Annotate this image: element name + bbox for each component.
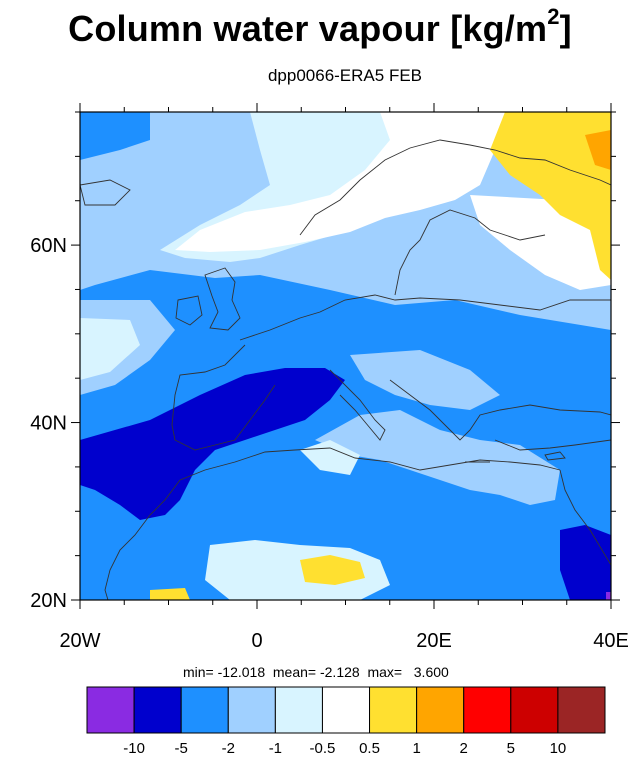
lat-tick-label: 40N [30, 413, 67, 435]
field-region-lightblue-med [315, 410, 560, 505]
lon-tick-label: 20W [59, 630, 100, 652]
plot-subtitle: dpp0066-ERA5 FEB [267, 66, 423, 85]
stats-max-value: 3.600 [413, 664, 449, 680]
coast-balkans [389, 379, 611, 441]
lon-tick-label: 40E [593, 630, 629, 652]
colorbar-label: 1 [412, 740, 421, 757]
coast-europe [239, 294, 611, 341]
field-region-lightblue-balkans [350, 350, 500, 410]
field-region-darkblue-se [560, 525, 611, 600]
field-region-yellow-sahara [300, 555, 365, 585]
colorbar-swatch [321, 686, 371, 734]
coast-iceland [80, 179, 131, 206]
stats-mean-label: mean= [272, 664, 317, 680]
field-region-yellow-sahara-2 [150, 588, 190, 600]
coast-redsea [559, 469, 611, 566]
colorbar-label: 0.5 [359, 740, 380, 757]
coast-italy [329, 369, 386, 441]
stats-min-value: -12.018 [217, 664, 266, 680]
colorbar-swatch [510, 686, 559, 734]
colorbar-swatch [86, 686, 135, 734]
colorbar-swatch [180, 686, 229, 734]
stats-line: min= -12.018 mean= -2.128 max= 3.600 [183, 664, 449, 680]
lat-tick-label: 60N [30, 235, 67, 257]
coast-cyprus [544, 451, 566, 461]
field-region-yellow-ne [490, 112, 611, 280]
colorbar-swatch [274, 686, 323, 734]
field-region-palecyan-west [80, 318, 140, 380]
colorbar-label: 5 [506, 740, 515, 757]
coast-iberia [171, 344, 276, 451]
coast-ireland [175, 295, 203, 326]
colorbar-swatch [227, 686, 276, 734]
lat-tick-label: 20N [30, 590, 67, 612]
coast-westafrica [104, 479, 181, 600]
field-layer [80, 112, 611, 600]
colorbar-swatch [557, 686, 606, 734]
colorbar-label: 10 [549, 740, 567, 757]
stats-mean-value: -2.128 [319, 664, 360, 680]
colorbar-label: -5 [174, 740, 188, 757]
plot-title: Column water vapour [kg/m2] [0, 6, 640, 50]
coast-scandinavia [299, 139, 611, 236]
field-region-palecyan-sahara [205, 540, 390, 600]
field-region-white-north [175, 112, 505, 252]
field-region-purple-se [606, 592, 611, 600]
lon-tick-label: 0 [251, 630, 262, 652]
colorbar-label: -1 [268, 740, 283, 757]
colorbar-label: -0.5 [309, 740, 336, 757]
colorbar-label: -2 [221, 740, 235, 757]
colorbar-swatch [463, 686, 512, 734]
title-text: Column water vapour [kg/m [68, 8, 548, 49]
coast-nafrica [179, 447, 561, 481]
field-region-darkblue [80, 368, 345, 520]
coast-gb [204, 267, 241, 331]
colorbar-label: 2 [459, 740, 468, 757]
title-close: ] [559, 8, 572, 49]
field-region-orange-ne [585, 130, 611, 170]
coast-baltic [394, 209, 546, 296]
colorbar-label: -10 [123, 740, 145, 757]
stats-min-label: min= [183, 664, 214, 680]
colorbar [86, 686, 606, 734]
axis-ticks [71, 103, 620, 609]
axis-tick-labels: 60N 40N 20N 20W 0 20E 40E [30, 235, 629, 652]
coast-turkey [494, 439, 611, 451]
stats-max-label: max= [367, 664, 403, 680]
lon-tick-label: 20E [416, 630, 452, 652]
colorbar-swatch [133, 686, 182, 734]
colorbar-swatch [369, 686, 418, 734]
coastlines [80, 139, 611, 600]
title-superscript: 2 [547, 4, 560, 29]
colorbar-swatch [416, 686, 465, 734]
